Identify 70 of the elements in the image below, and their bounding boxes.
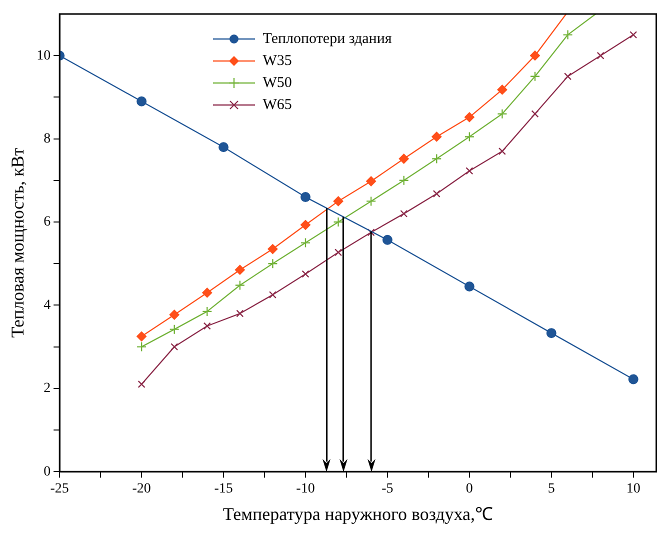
x-tick-label: 10 bbox=[626, 482, 640, 497]
point bbox=[202, 288, 212, 298]
point bbox=[398, 154, 409, 164]
point bbox=[300, 238, 311, 248]
point bbox=[497, 108, 508, 119]
x-axis-title: Температура наружного воздуха,℃ bbox=[222, 504, 494, 524]
point bbox=[268, 244, 278, 254]
point bbox=[136, 331, 147, 342]
y-axis-title: Тепловая мощность, кВт bbox=[8, 148, 28, 338]
y-tick-label: 8 bbox=[44, 131, 51, 146]
legend-label: Теплопотери здания bbox=[262, 30, 392, 48]
point bbox=[530, 50, 540, 61]
point bbox=[400, 210, 408, 218]
point bbox=[218, 142, 229, 152]
point bbox=[169, 310, 180, 320]
y-tick-label: 2 bbox=[44, 381, 51, 396]
point bbox=[234, 280, 246, 290]
x-tick-label: -20 bbox=[132, 482, 151, 497]
point bbox=[630, 31, 638, 39]
legend-label: W35 bbox=[262, 52, 292, 70]
x-tick-label: -5 bbox=[382, 482, 394, 497]
point bbox=[464, 132, 475, 142]
point bbox=[498, 148, 506, 156]
point bbox=[497, 84, 508, 95]
point bbox=[302, 270, 310, 278]
point bbox=[300, 192, 310, 202]
point bbox=[466, 167, 474, 175]
point bbox=[596, 52, 604, 60]
point bbox=[268, 258, 278, 269]
point bbox=[138, 380, 146, 388]
point bbox=[546, 328, 556, 338]
x-tick-label: -10 bbox=[296, 482, 315, 497]
point bbox=[432, 190, 440, 198]
point bbox=[367, 228, 375, 236]
y-tick-label: 4 bbox=[44, 298, 51, 313]
point bbox=[432, 132, 442, 142]
point bbox=[464, 112, 474, 122]
point bbox=[170, 343, 178, 351]
legend-label: W65 bbox=[262, 96, 292, 114]
point bbox=[530, 71, 540, 82]
point bbox=[333, 216, 344, 228]
point bbox=[432, 154, 442, 164]
point bbox=[531, 110, 539, 118]
point bbox=[203, 322, 211, 330]
point bbox=[300, 220, 310, 230]
point bbox=[202, 306, 212, 317]
y-tick-label: 0 bbox=[44, 464, 51, 480]
point bbox=[382, 234, 392, 245]
legend-label: W50 bbox=[262, 74, 292, 92]
point bbox=[236, 310, 244, 318]
point bbox=[268, 291, 276, 299]
point bbox=[562, 30, 573, 40]
point bbox=[398, 175, 409, 186]
point bbox=[333, 196, 344, 206]
point bbox=[564, 72, 572, 80]
x-tick-label: 0 bbox=[466, 482, 473, 497]
y-tick-label: 6 bbox=[44, 214, 51, 230]
point bbox=[628, 374, 638, 384]
point bbox=[136, 96, 147, 106]
point bbox=[234, 264, 245, 275]
point bbox=[136, 342, 147, 352]
point bbox=[464, 281, 474, 292]
x-tick-label: -25 bbox=[50, 482, 69, 497]
point bbox=[366, 196, 376, 206]
y-tick-label: 10 bbox=[36, 48, 51, 64]
x-tick-label: 5 bbox=[548, 482, 555, 497]
point bbox=[169, 324, 180, 334]
point bbox=[366, 176, 376, 186]
x-tick-label: -15 bbox=[214, 482, 233, 497]
point bbox=[334, 248, 342, 256]
